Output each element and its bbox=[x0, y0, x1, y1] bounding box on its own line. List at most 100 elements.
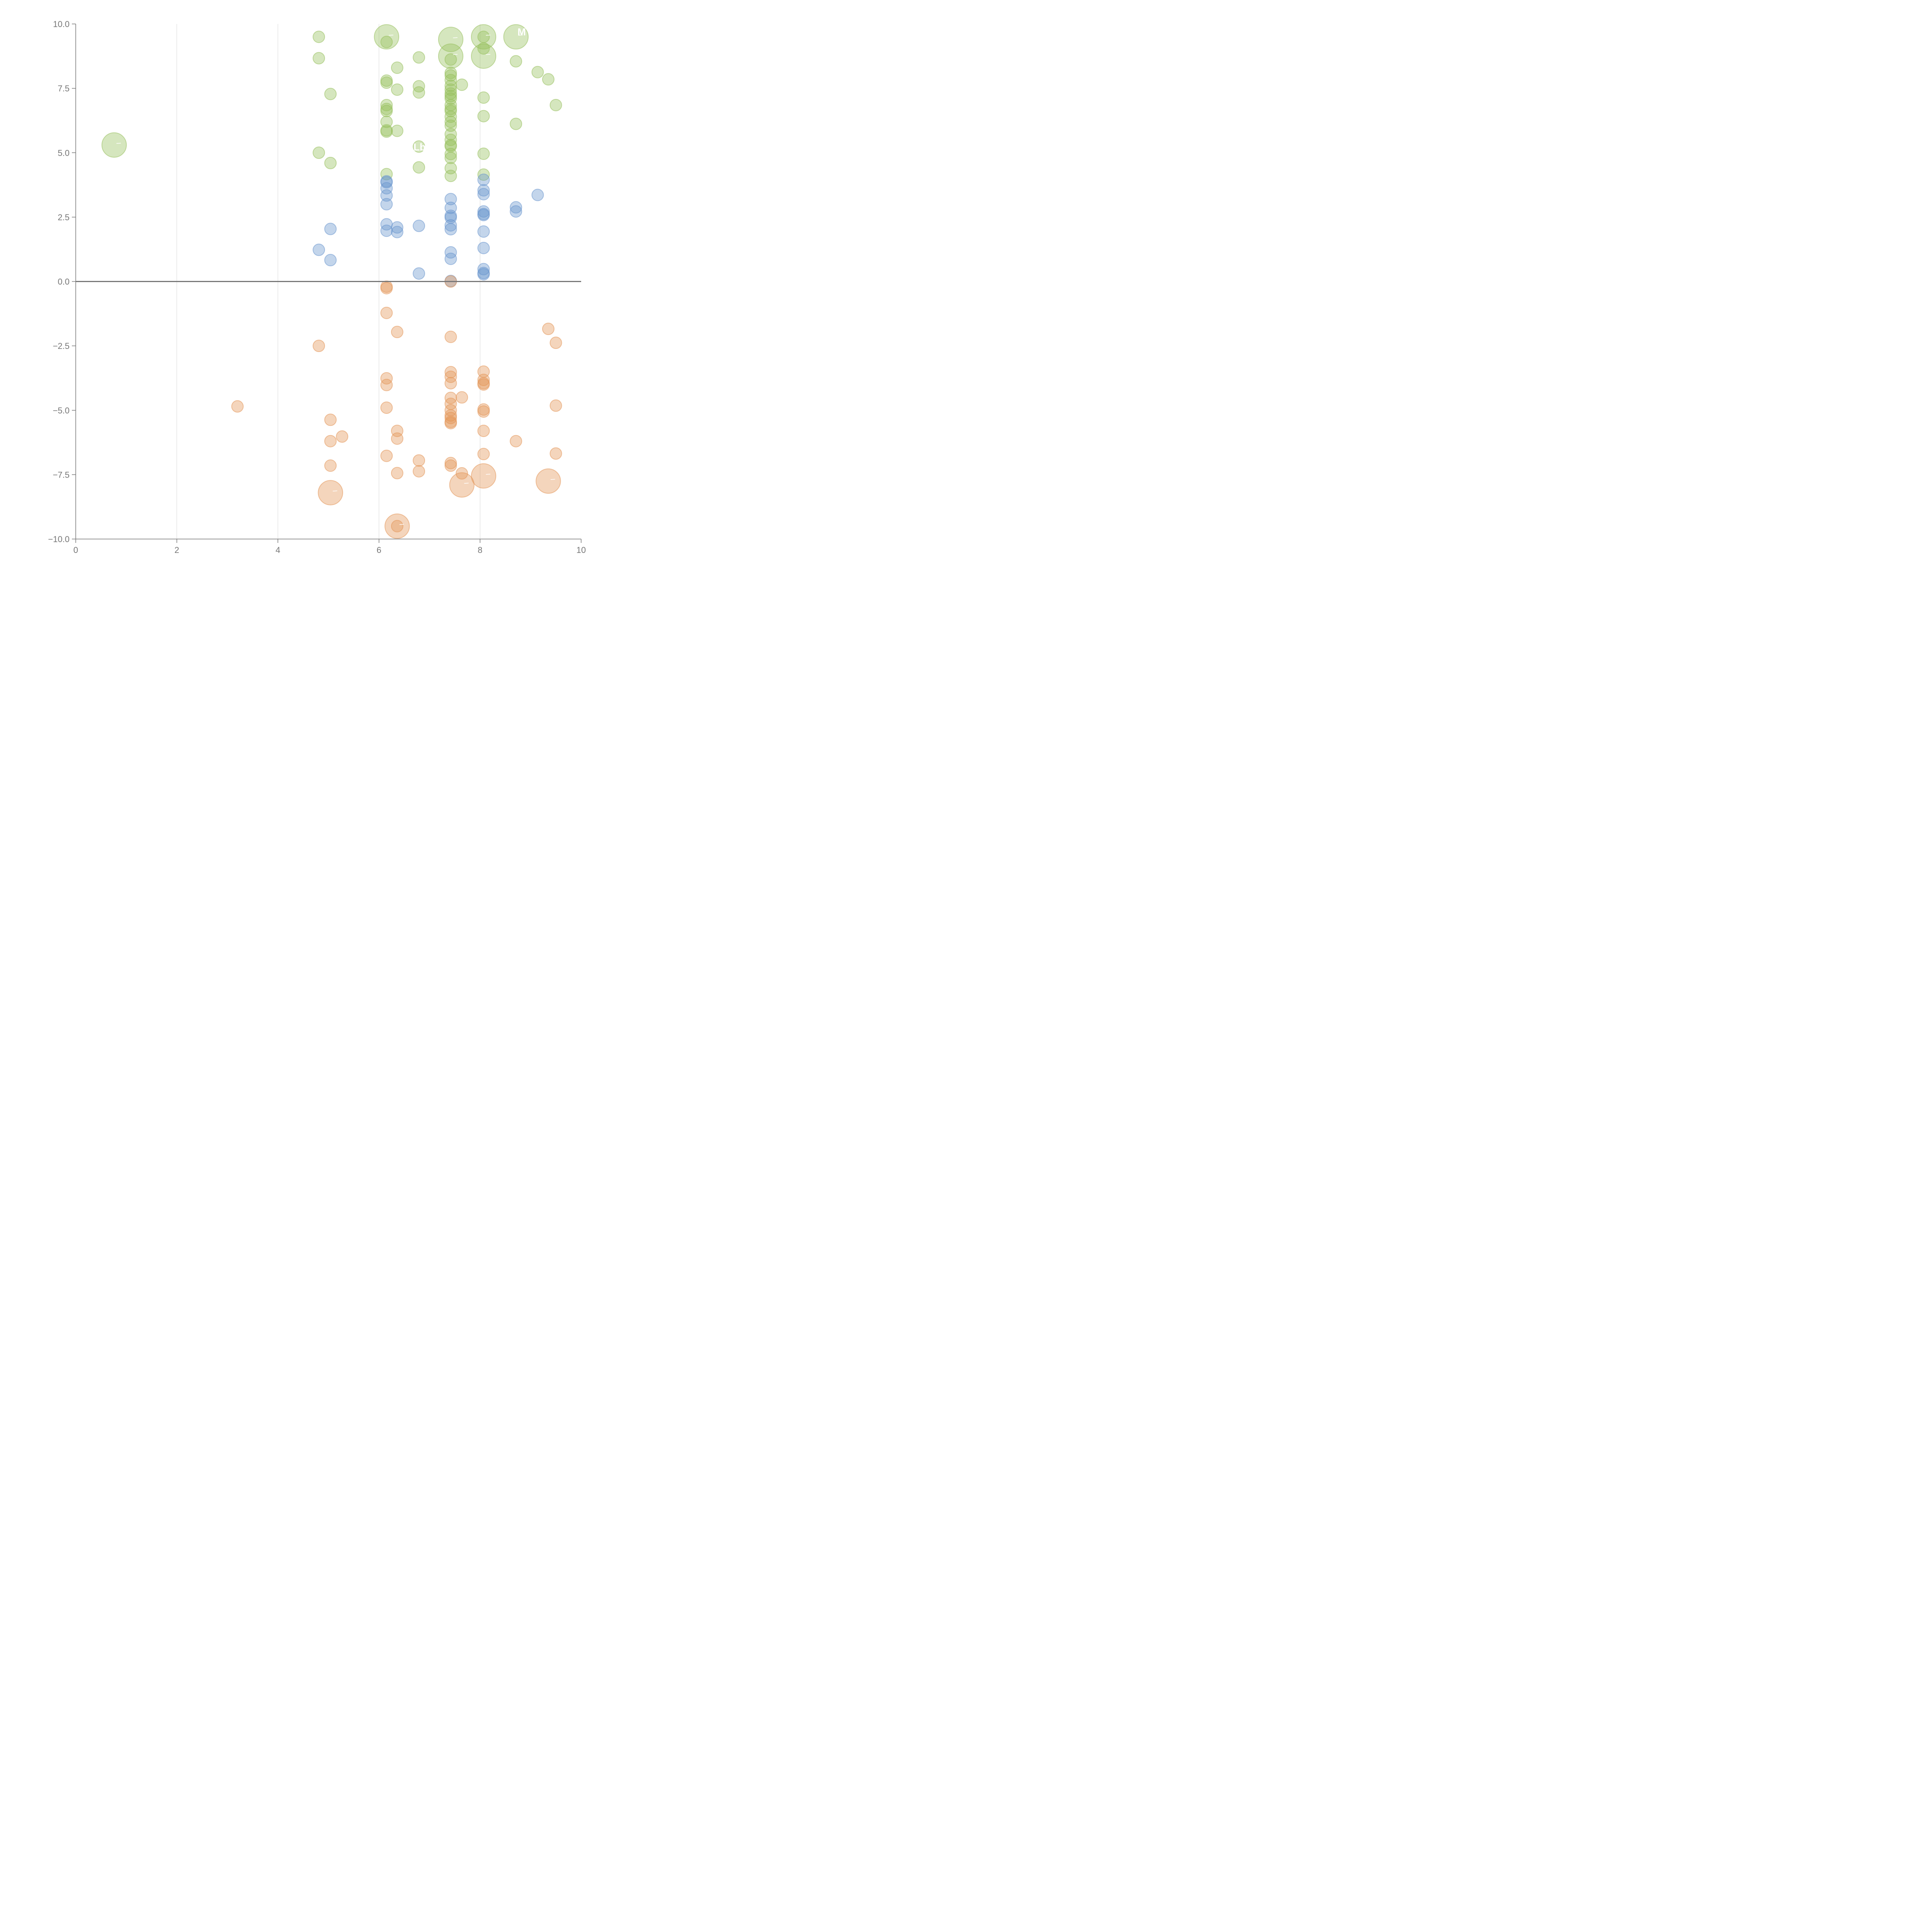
blue-point bbox=[380, 182, 393, 195]
orange-point bbox=[444, 457, 457, 469]
green-point bbox=[456, 78, 468, 91]
green-point bbox=[413, 51, 425, 64]
orange-point bbox=[380, 282, 393, 294]
orange-large-bubble bbox=[471, 463, 497, 489]
green-point bbox=[380, 105, 393, 117]
orange-point bbox=[413, 465, 425, 478]
bubble-leader-line bbox=[116, 143, 121, 144]
green-point bbox=[324, 156, 337, 169]
orange-point bbox=[391, 467, 403, 480]
orange-point bbox=[380, 449, 393, 462]
green-point bbox=[444, 148, 457, 160]
blue-point bbox=[324, 223, 337, 235]
bubble-leader-line bbox=[399, 524, 404, 525]
green-point bbox=[391, 61, 403, 74]
orange-point bbox=[380, 306, 393, 319]
x-tick-label: 10 bbox=[577, 545, 586, 555]
blue-point bbox=[444, 193, 457, 206]
green-point bbox=[444, 69, 457, 82]
green-point bbox=[444, 110, 457, 123]
green-large-bubble bbox=[471, 43, 497, 69]
orange-point bbox=[444, 412, 457, 424]
orange-point bbox=[444, 459, 457, 472]
blue-point bbox=[477, 268, 490, 281]
y-tick-label: 0.0 bbox=[58, 277, 70, 287]
green-point bbox=[477, 91, 490, 104]
orange-point bbox=[324, 435, 337, 447]
orange-point bbox=[324, 413, 337, 426]
blue-point bbox=[413, 219, 425, 232]
green-point bbox=[444, 116, 457, 128]
orange-point bbox=[549, 399, 562, 412]
orange-point bbox=[336, 430, 349, 443]
bubble-leader-line bbox=[486, 34, 491, 36]
orange-point bbox=[477, 405, 490, 418]
blue-point bbox=[477, 173, 490, 186]
green-point bbox=[549, 99, 562, 111]
green-point bbox=[542, 73, 554, 86]
orange-point bbox=[444, 366, 457, 379]
blue-point bbox=[444, 246, 457, 259]
green-point bbox=[477, 42, 490, 55]
bubble-label: M bbox=[517, 26, 526, 37]
orange-point bbox=[391, 326, 403, 338]
green-point bbox=[477, 110, 490, 122]
green-point bbox=[324, 88, 337, 100]
x-tick-label: 6 bbox=[377, 545, 381, 555]
blue-point bbox=[391, 226, 403, 238]
orange-point bbox=[510, 435, 522, 447]
y-tick-label: −2.5 bbox=[53, 341, 70, 351]
orange-point bbox=[231, 400, 244, 413]
orange-point bbox=[391, 520, 403, 532]
blue-point bbox=[380, 189, 393, 202]
orange-point bbox=[444, 417, 457, 430]
orange-large-bubble bbox=[536, 468, 561, 494]
orange-point bbox=[380, 372, 393, 385]
x-tick-label: 2 bbox=[174, 545, 179, 555]
orange-point bbox=[444, 377, 457, 389]
orange-point bbox=[542, 323, 554, 335]
bubble-leader-line bbox=[486, 54, 491, 55]
orange-point bbox=[456, 467, 468, 480]
axes: 0 2 4 6 8 10 10.0 7.5 5.0 2.5 0.0 −2.5 −5.0 −7.5 −10.0 bbox=[48, 19, 586, 555]
orange-point bbox=[444, 371, 457, 383]
green-point bbox=[444, 92, 457, 105]
orange-large-bubble bbox=[318, 480, 343, 505]
blue-point bbox=[531, 189, 544, 201]
green-point bbox=[510, 117, 522, 130]
blue-point bbox=[477, 188, 490, 201]
green-point bbox=[444, 83, 457, 96]
green-point bbox=[444, 151, 457, 164]
y-tick-label: −5.0 bbox=[53, 406, 70, 415]
green-large-bubble bbox=[438, 43, 464, 69]
green-point bbox=[444, 170, 457, 182]
bubble-leader-line bbox=[389, 34, 393, 36]
blue-point bbox=[477, 263, 490, 276]
blue-point bbox=[477, 205, 490, 218]
blue-point bbox=[380, 224, 393, 237]
x-tick-label: 8 bbox=[478, 545, 482, 555]
blue-point bbox=[510, 201, 522, 214]
orange-point bbox=[477, 378, 490, 391]
orange-point bbox=[549, 337, 562, 349]
green-point bbox=[380, 125, 393, 138]
green-large-bubble bbox=[101, 132, 127, 158]
orange-point bbox=[477, 448, 490, 461]
blue-point bbox=[477, 225, 490, 238]
green-point bbox=[380, 116, 393, 128]
green-point bbox=[313, 31, 325, 43]
bubble-leader-line bbox=[453, 37, 458, 38]
blue-point bbox=[477, 209, 490, 221]
green-point bbox=[313, 146, 325, 159]
green-point bbox=[313, 52, 325, 65]
green-large-bubble bbox=[471, 24, 497, 50]
green-point bbox=[413, 86, 425, 99]
orange-point bbox=[477, 425, 490, 437]
orange-large-bubble bbox=[384, 513, 410, 539]
blue-point bbox=[444, 252, 457, 265]
blue-point bbox=[444, 219, 457, 232]
orange-point bbox=[477, 374, 490, 386]
green-point bbox=[391, 124, 403, 137]
data-points bbox=[101, 24, 562, 539]
orange-point bbox=[313, 340, 325, 352]
